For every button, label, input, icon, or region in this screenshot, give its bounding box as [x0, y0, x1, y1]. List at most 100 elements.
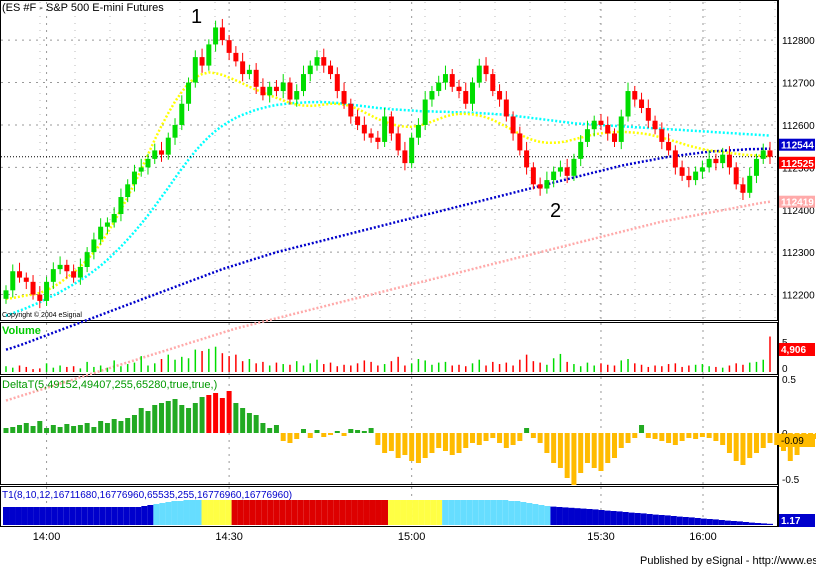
t1-bar [315, 500, 322, 525]
candle-body [618, 116, 624, 142]
candle-body [767, 150, 773, 157]
t1-bar [514, 501, 521, 525]
candle-body [490, 74, 496, 92]
t1-bar [610, 511, 617, 525]
delta-bar [774, 433, 780, 445]
delta-bar [111, 419, 117, 433]
time-tick-label: 14:00 [33, 531, 61, 543]
delta-title: DeltaT(5,49152,49407,255,65280,true,true… [2, 379, 217, 391]
delta-bar [611, 433, 617, 458]
delta-bar [760, 433, 766, 448]
candle-body [84, 252, 90, 267]
candle-body [179, 103, 185, 125]
delta-panel-frame [0, 376, 778, 485]
t1-last-label: 1.17 [781, 516, 801, 527]
delta-bar [246, 413, 252, 433]
delta-bar [294, 433, 300, 439]
candle-body [442, 74, 448, 83]
candle-body [497, 91, 503, 100]
candle-body [503, 99, 509, 117]
candle-body [706, 158, 712, 168]
t1-bar [219, 500, 226, 525]
delta-bar [639, 425, 645, 433]
delta-bar [17, 425, 23, 433]
price-tick-label: 112400 [782, 206, 815, 217]
t1-bar [424, 500, 431, 525]
delta-bar [71, 426, 77, 433]
candle-body [355, 116, 361, 125]
delta-bar [233, 403, 239, 433]
delta-bar [165, 401, 171, 433]
t1-bar [153, 504, 160, 525]
candle-body [240, 61, 246, 75]
candle-body [131, 171, 137, 185]
t1-panel-frame [0, 486, 778, 527]
t1-bar [327, 500, 334, 525]
candle-body [64, 264, 70, 272]
t1-bar [712, 519, 719, 525]
candle-body [483, 65, 489, 75]
delta-bar [510, 433, 516, 445]
delta-bar [138, 408, 144, 433]
candle-body [463, 91, 469, 104]
candle-body [368, 133, 374, 138]
candle-body [37, 294, 43, 301]
candle-body [71, 271, 77, 278]
candle-body [652, 120, 658, 130]
t1-bar [442, 500, 449, 525]
candle-body [233, 52, 239, 62]
t1-bar [105, 507, 112, 525]
candle-body [172, 124, 178, 138]
t1-bar [622, 512, 629, 525]
ema-longest-line [5, 200, 771, 402]
copyright-text: Copyright © 2004 eSignal [2, 311, 82, 319]
delta-bar [625, 433, 631, 443]
candle-body [57, 264, 63, 270]
delta-bar [747, 433, 753, 458]
delta-bar [551, 433, 557, 463]
candle-body [551, 171, 557, 181]
t1-bar [87, 507, 94, 525]
price-tick-label: 112300 [782, 248, 815, 259]
delta-bar [23, 423, 29, 433]
t1-bar [664, 515, 671, 525]
t1-bar [688, 517, 695, 525]
t1-bar [303, 500, 310, 525]
candle-body [206, 44, 212, 66]
t1-bar [526, 503, 533, 525]
candle-body [314, 57, 320, 66]
candle-body [449, 74, 455, 87]
delta-tick-label: 0.5 [782, 375, 796, 386]
candle-body [578, 141, 584, 159]
delta-bar [422, 433, 428, 458]
candle-body [740, 184, 746, 193]
t1-bar [237, 500, 244, 525]
price-tick-label: 112200 [782, 291, 815, 302]
delta-bar [530, 433, 536, 438]
price-tick-label: 112800 [782, 36, 815, 47]
delta-bar [753, 433, 759, 453]
candle-body [77, 267, 83, 278]
delta-bar [699, 433, 705, 437]
candle-body [267, 86, 273, 96]
candle-body [199, 57, 205, 66]
candle-body [645, 108, 651, 121]
price-series [1, 18, 777, 402]
t1-bar [748, 522, 755, 525]
volume-series [5, 336, 771, 372]
delta-bar [145, 411, 151, 433]
time-tick-label: 15:00 [398, 531, 426, 543]
t1-last-box [779, 514, 815, 527]
candle-body [733, 167, 739, 185]
candle-body [91, 239, 97, 253]
delta-bar [402, 433, 408, 455]
candle-body [666, 141, 672, 151]
price-label-text: 112419 [781, 198, 814, 209]
candle-body [456, 86, 462, 92]
volume-title: Volume [2, 325, 41, 337]
t1-bar [261, 500, 268, 525]
t1-bar [321, 500, 328, 525]
delta-bar [64, 424, 70, 433]
delta-last-label: -0.09 [781, 436, 804, 447]
t1-bar [574, 508, 581, 525]
